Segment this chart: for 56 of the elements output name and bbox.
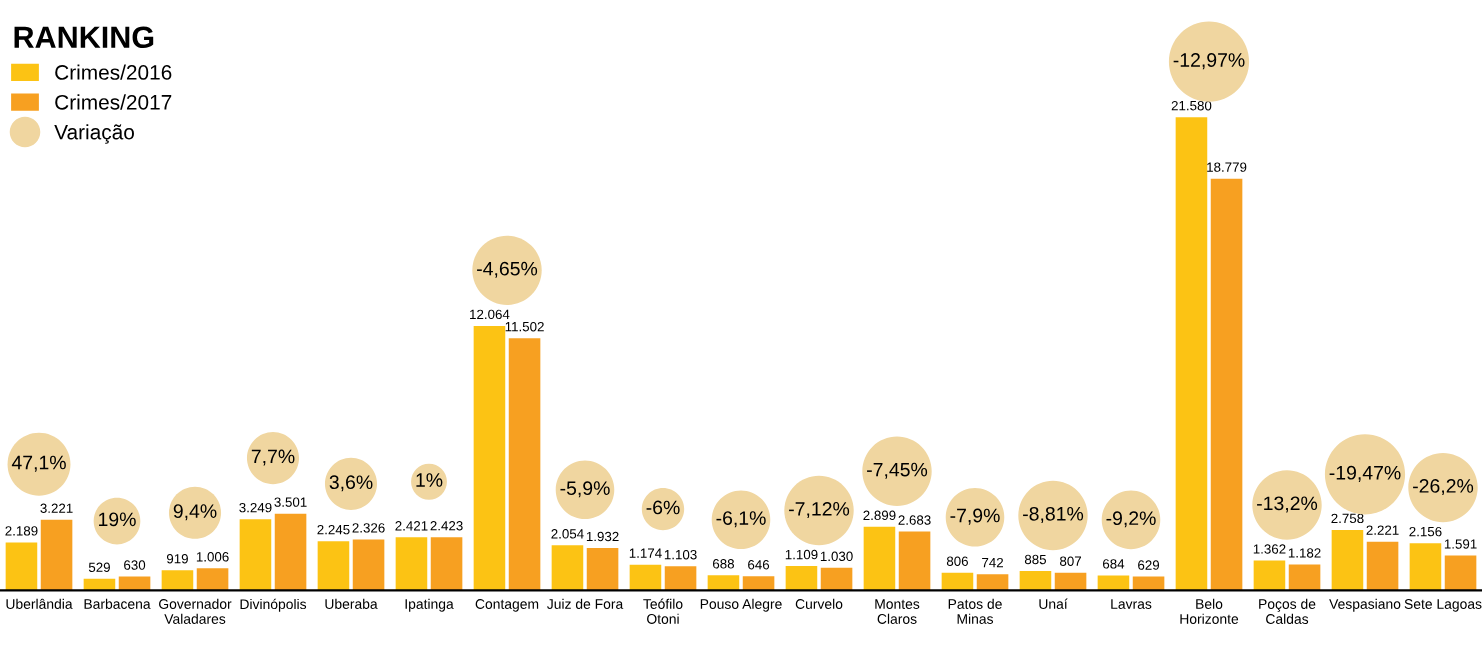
legend-title: RANKING (14, 26, 154, 49)
annotation: -7,12% (789, 501, 850, 519)
annotation: 7,7% (251, 449, 295, 466)
bar (742, 576, 775, 591)
annotation: -19,47% (1329, 465, 1401, 482)
bar (1253, 560, 1286, 591)
bar (5, 542, 38, 591)
annotation: -26,2% (1413, 479, 1474, 496)
bar (1288, 564, 1321, 591)
bar (352, 539, 385, 591)
bar (664, 566, 697, 591)
bar (785, 566, 818, 591)
bar (1366, 541, 1399, 591)
bar (863, 526, 896, 591)
annotation: Variação (54, 124, 134, 144)
bar (820, 567, 853, 591)
bar (1409, 543, 1442, 591)
bar (395, 537, 428, 591)
annotation: -4,65% (477, 261, 538, 278)
bar (1210, 178, 1243, 591)
annotation: 1% (416, 473, 443, 487)
annotation: 19% (99, 512, 136, 527)
bar (976, 574, 1009, 591)
bar (1019, 570, 1052, 591)
annotation: -7,45% (867, 462, 928, 479)
legend-label: Crimes/2016 (55, 64, 172, 80)
bar (161, 570, 194, 591)
annotation: -9,2% (1106, 511, 1156, 528)
legend-label: Crimes/2017 (55, 94, 172, 110)
bar (586, 548, 619, 591)
bar (898, 531, 931, 591)
bar (1331, 529, 1364, 591)
annotation: -7,9% (950, 508, 1000, 525)
bar (1444, 555, 1477, 591)
annotation: -12,97% (1173, 53, 1245, 70)
annotation: -5,9% (560, 481, 610, 498)
bar (473, 325, 506, 591)
bar (629, 564, 662, 591)
annotation: 9,4% (173, 504, 217, 521)
bar (317, 541, 350, 591)
annotation: 3,6% (329, 475, 373, 492)
annotation: 47,1% (11, 455, 66, 472)
bar (40, 519, 73, 591)
annotation: -6,1% (716, 511, 766, 528)
annotation: -6% (646, 500, 680, 515)
annotation: -13,2% (1257, 496, 1318, 513)
bar (274, 513, 307, 591)
bar (196, 568, 229, 591)
bar (430, 537, 463, 591)
bar (1175, 117, 1208, 591)
bar (508, 338, 541, 591)
bar (239, 519, 272, 591)
bar (707, 575, 740, 591)
bar (1097, 575, 1130, 591)
annotation: -8,81% (1023, 506, 1084, 523)
bar (551, 545, 584, 591)
